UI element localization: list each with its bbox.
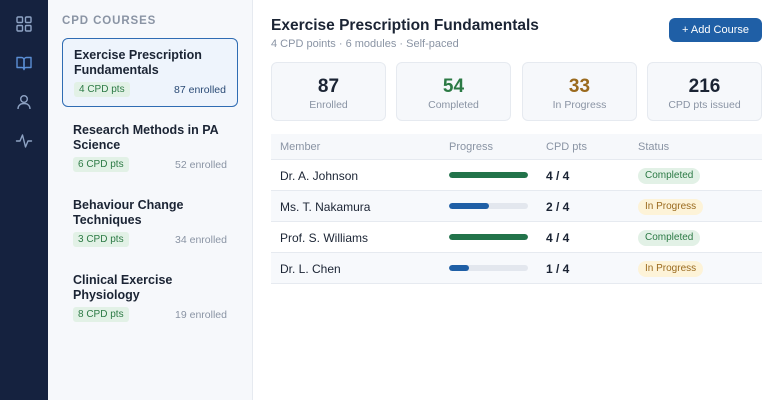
stat-label: Enrolled — [309, 99, 348, 111]
status-badge: Completed — [638, 168, 701, 184]
course-name: Behaviour Change Techniques — [73, 198, 184, 227]
member-name: Dr. A. Johnson — [280, 169, 359, 183]
stat-card-enrolled: 87 Enrolled — [271, 62, 386, 121]
stat-value: 33 — [568, 76, 591, 97]
course-detail: Exercise Prescription Fundamentals 4 CPD… — [254, 0, 780, 400]
activity-icon[interactable] — [15, 132, 33, 150]
enrolled-count: 19 enrolled — [175, 308, 227, 321]
progress-bar-fill — [449, 234, 528, 240]
cpd-points: 4 / 4 — [546, 231, 570, 245]
progress-bar-fill — [449, 265, 469, 271]
column-header-cpd-pts[interactable]: CPD pts — [546, 141, 587, 153]
cpd-points: 1 / 4 — [546, 262, 570, 276]
cpd-points: 4 / 4 — [546, 169, 570, 183]
enrolled-count: 52 enrolled — [175, 158, 227, 171]
add-course-button[interactable]: + Add Course — [669, 18, 762, 42]
stat-label: In Progress — [552, 99, 607, 111]
course-subtitle: 4 CPD points · 6 modules · Self-paced — [271, 38, 459, 50]
members-table: Member Progress CPD pts Status Dr. A. Jo… — [271, 134, 762, 284]
user-icon[interactable] — [15, 93, 33, 111]
cpd-points-badge: 6 CPD pts — [73, 157, 129, 172]
course-list-panel: CPD COURSES Exercise Prescription Fundam… — [48, 0, 253, 400]
member-name: Prof. S. Williams — [280, 231, 369, 245]
table-row[interactable]: Dr. A. Johnson 4 / 4 Completed — [271, 160, 762, 191]
status-badge: In Progress — [638, 261, 704, 277]
course-name: Exercise Prescription Fundamentals — [74, 48, 202, 77]
member-name: Ms. T. Nakamura — [280, 200, 371, 214]
stat-label: Completed — [428, 99, 479, 111]
status-badge: Completed — [638, 230, 701, 246]
course-name: Research Methods in PA Science — [73, 123, 219, 152]
stat-card-cpd-issued: 216 CPD pts issued — [647, 62, 762, 121]
progress-bar-fill — [449, 203, 489, 209]
column-header-status[interactable]: Status — [638, 141, 670, 153]
stat-value: 87 — [317, 76, 340, 97]
table-header: Member Progress CPD pts Status — [271, 134, 762, 160]
enrolled-count: 87 enrolled — [174, 83, 226, 96]
cpd-points-badge: 8 CPD pts — [73, 307, 129, 322]
course-item[interactable]: Behaviour Change Techniques 3 CPD pts 34… — [62, 189, 238, 258]
page-title: Exercise Prescription Fundamentals — [271, 17, 539, 34]
cpd-points-badge: 4 CPD pts — [74, 82, 130, 97]
cpd-points-badge: 3 CPD pts — [73, 232, 129, 247]
progress-bar — [449, 234, 528, 240]
cpd-points: 2 / 4 — [546, 200, 570, 214]
status-badge: In Progress — [638, 199, 704, 215]
progress-bar — [449, 203, 528, 209]
table-row[interactable]: Dr. L. Chen 1 / 4 In Progress — [271, 253, 762, 284]
column-header-progress[interactable]: Progress — [449, 141, 494, 153]
progress-bar — [449, 265, 528, 271]
stat-label: CPD pts issued — [668, 99, 741, 111]
course-item[interactable]: Clinical Exercise Physiology 8 CPD pts 1… — [62, 264, 238, 333]
stat-value: 54 — [442, 76, 465, 97]
progress-bar-fill — [449, 172, 528, 178]
course-item[interactable]: Research Methods in PA Science 6 CPD pts… — [62, 114, 238, 183]
table-row[interactable]: Ms. T. Nakamura 2 / 4 In Progress — [271, 191, 762, 222]
book-icon[interactable] — [15, 54, 33, 72]
column-header-member[interactable]: Member — [280, 141, 321, 153]
progress-bar — [449, 172, 528, 178]
panel-title: CPD COURSES — [62, 15, 157, 27]
stat-card-in-progress: 33 In Progress — [522, 62, 637, 121]
icon-rail — [0, 0, 48, 400]
stat-value: 216 — [688, 76, 721, 97]
course-item[interactable]: Exercise Prescription Fundamentals 4 CPD… — [62, 38, 238, 107]
enrolled-count: 34 enrolled — [175, 233, 227, 246]
stat-card-completed: 54 Completed — [396, 62, 511, 121]
table-row[interactable]: Prof. S. Williams 4 / 4 Completed — [271, 222, 762, 253]
course-name: Clinical Exercise Physiology — [73, 273, 173, 302]
member-name: Dr. L. Chen — [280, 262, 341, 276]
grid-icon[interactable] — [15, 15, 33, 33]
